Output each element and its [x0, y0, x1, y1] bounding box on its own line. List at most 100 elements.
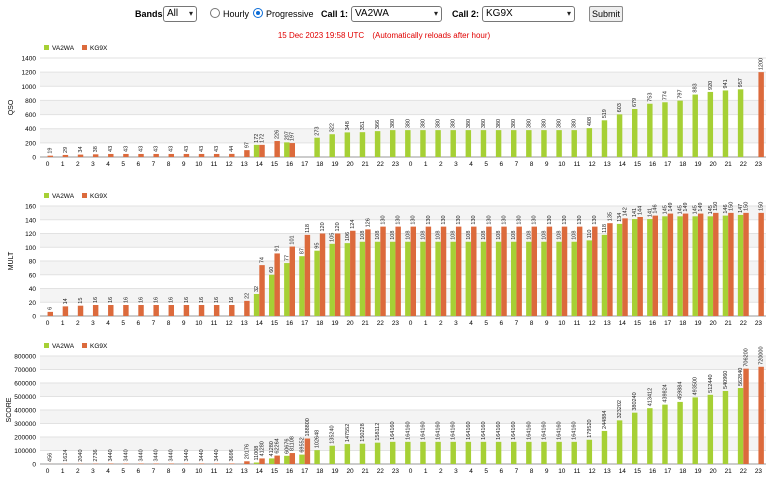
x-tick-label: 3: [454, 468, 458, 475]
hourly-radio[interactable]: [210, 8, 220, 18]
x-tick-label: 12: [588, 161, 596, 168]
bar-kg9x: [123, 153, 129, 157]
bands-select[interactable]: All ▾: [163, 6, 197, 22]
bar-va2wa: [662, 404, 668, 464]
bar-va2wa: [465, 130, 472, 157]
bar-va2wa: [541, 441, 547, 464]
bar-kg9x: [62, 154, 69, 157]
bar-kg9x: [607, 223, 613, 316]
bar-va2wa: [329, 445, 335, 464]
bar-va2wa: [344, 444, 351, 464]
bar-kg9x: [758, 212, 764, 316]
bar-va2wa: [420, 441, 426, 464]
bar-kg9x: [62, 306, 69, 316]
x-tick-label: 8: [167, 161, 171, 168]
data-label: 16: [184, 297, 190, 303]
data-label: 95: [315, 243, 321, 249]
data-label: 380: [481, 119, 487, 128]
bar-kg9x: [198, 153, 205, 157]
data-label: 130: [471, 215, 477, 224]
y-tick-label: 600000: [14, 381, 36, 388]
call2-select[interactable]: KG9X ▾: [482, 6, 575, 22]
data-label: 130: [396, 215, 402, 224]
bar-va2wa: [556, 130, 562, 157]
data-label: 1200: [759, 58, 765, 70]
x-tick-label: 14: [619, 161, 627, 168]
bar-va2wa: [737, 214, 744, 316]
x-tick-label: 8: [530, 468, 534, 475]
data-label: 150: [713, 202, 719, 211]
x-tick-label: 17: [664, 468, 672, 475]
legend-swatch: [44, 343, 49, 348]
data-label: 149: [668, 202, 674, 211]
bar-va2wa: [299, 454, 305, 464]
legend-swatch: [82, 193, 87, 198]
x-tick-label: 9: [545, 320, 549, 327]
bar-kg9x: [274, 141, 280, 157]
data-label: 244884: [602, 411, 608, 429]
submit-button[interactable]: Submit: [589, 6, 623, 22]
x-tick-label: 0: [46, 468, 50, 475]
grid-band: [40, 72, 766, 87]
y-tick-label: 300000: [14, 421, 36, 428]
x-tick-label: 3: [454, 161, 458, 168]
bar-va2wa: [662, 216, 668, 316]
y-axis-label: SCORE: [6, 397, 13, 422]
bar-va2wa: [722, 90, 729, 157]
data-label: 124: [350, 220, 356, 229]
data-label: 108: [375, 231, 381, 240]
bar-kg9x: [531, 226, 538, 316]
x-tick-label: 16: [286, 468, 294, 475]
bar-kg9x: [213, 305, 220, 316]
data-label: 118: [305, 224, 311, 233]
data-label: 273: [315, 127, 321, 136]
data-label: 130: [517, 215, 523, 224]
bar-va2wa: [526, 441, 532, 464]
data-label: 118: [602, 224, 608, 233]
y-axis-label: MULT: [8, 251, 15, 270]
x-tick-label: 21: [725, 161, 733, 168]
x-tick-label: 15: [271, 320, 279, 327]
x-tick-label: 23: [755, 320, 763, 327]
bar-kg9x: [758, 366, 764, 464]
x-tick-label: 18: [679, 468, 687, 475]
x-tick-label: 23: [755, 161, 763, 168]
data-label: 108: [557, 231, 563, 240]
x-tick-label: 22: [377, 320, 385, 327]
data-label: 105: [330, 233, 336, 242]
bar-va2wa: [450, 241, 456, 316]
y-tick-label: 800: [25, 98, 36, 105]
call1-select[interactable]: VA2WA ▾: [351, 6, 442, 22]
bar-kg9x: [637, 217, 643, 316]
bar-kg9x: [546, 226, 553, 316]
progressive-radio[interactable]: [253, 8, 263, 18]
data-label: 323202: [617, 400, 623, 418]
data-label: 108: [496, 231, 502, 240]
x-tick-label: 19: [694, 468, 702, 475]
data-label: 164160: [466, 421, 472, 439]
x-tick-label: 3: [91, 320, 95, 327]
bar-va2wa: [647, 103, 653, 157]
data-label: 130: [426, 215, 432, 224]
x-tick-label: 9: [182, 161, 186, 168]
data-label: 43: [184, 146, 190, 152]
bar-va2wa: [541, 130, 547, 157]
chevron-down-icon: ▾: [566, 9, 571, 18]
x-tick-label: 16: [286, 320, 294, 327]
bar-va2wa: [359, 132, 366, 157]
x-tick-label: 21: [725, 320, 733, 327]
data-label: 150228: [360, 423, 366, 441]
bar-kg9x: [592, 226, 598, 316]
data-label: 141: [632, 208, 638, 217]
x-tick-label: 18: [679, 320, 687, 327]
data-label: 603: [617, 103, 623, 112]
bar-kg9x: [395, 226, 401, 316]
bar-va2wa: [450, 130, 456, 157]
x-tick-label: 16: [286, 161, 294, 168]
y-tick-label: 400: [25, 126, 36, 133]
bar-kg9x: [501, 226, 507, 316]
data-label: 15: [78, 298, 84, 304]
data-label: 774: [662, 91, 668, 100]
score-chart: 0100000200000300000400000500000600000700…: [6, 343, 766, 475]
